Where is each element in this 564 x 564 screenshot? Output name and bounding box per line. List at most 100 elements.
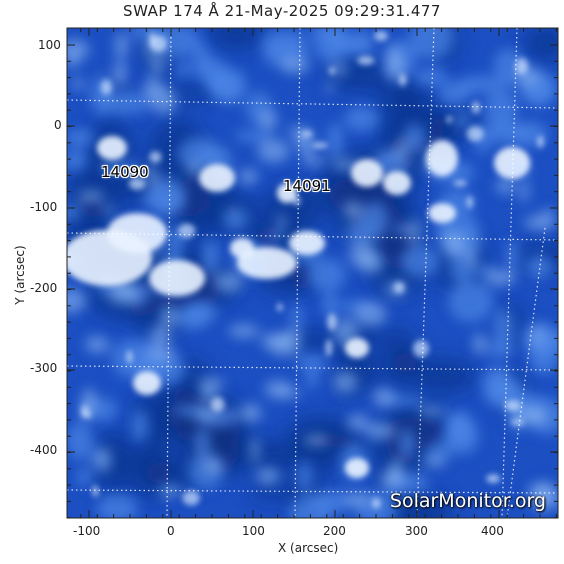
texture-blob — [485, 270, 513, 286]
texture-blob — [445, 116, 453, 123]
x-tick-label: 400 — [481, 524, 504, 538]
texture-blob — [365, 422, 396, 440]
texture-blob — [536, 135, 544, 148]
texture-blob — [472, 333, 487, 355]
texture-blob — [466, 196, 473, 209]
texture-blob — [357, 56, 375, 66]
texture-blob — [443, 418, 479, 455]
y-axis-label: Y (arcsec) — [13, 245, 27, 305]
texture-blob — [422, 457, 443, 467]
texture-blob — [326, 30, 351, 51]
texture-blob — [455, 112, 470, 130]
texture-blob — [279, 58, 310, 74]
texture-blob — [398, 73, 407, 87]
texture-blob — [126, 350, 133, 364]
texture-blob — [484, 89, 518, 130]
texture-blob — [269, 336, 301, 357]
texture-blob — [293, 197, 301, 206]
texture-blob — [374, 30, 388, 42]
texture-blob — [413, 339, 429, 358]
texture-blob — [346, 414, 369, 431]
texture-blob — [259, 109, 278, 131]
texture-blob — [448, 281, 494, 323]
texture-blob — [149, 35, 168, 52]
texture-blob — [234, 130, 273, 142]
texture-blob — [515, 57, 528, 75]
texture-blob — [418, 406, 446, 417]
texture-blob — [76, 467, 92, 487]
texture-blob — [308, 258, 346, 292]
texture-blob — [188, 161, 200, 177]
texture-blob — [228, 324, 259, 338]
texture-blob — [306, 368, 319, 389]
texture-blob — [100, 79, 112, 95]
texture-blob — [532, 322, 542, 348]
texture-blob — [333, 371, 358, 393]
texture-blob — [526, 254, 553, 279]
texture-blob — [149, 260, 205, 296]
texture-blob — [176, 62, 192, 77]
texture-blob — [115, 31, 129, 60]
texture-blob — [252, 259, 261, 272]
texture-blob — [202, 238, 219, 276]
texture-blob — [327, 313, 337, 331]
texture-blob — [178, 223, 196, 238]
texture-blob — [467, 247, 477, 268]
texture-blob — [148, 347, 177, 360]
texture-blob — [308, 451, 342, 474]
texture-blob — [453, 180, 468, 187]
texture-blob — [539, 208, 555, 232]
texture-blob — [380, 470, 404, 487]
texture-blob — [210, 396, 225, 413]
texture-blob — [393, 281, 405, 294]
texture-blob — [372, 387, 395, 407]
texture-blob — [261, 30, 308, 57]
texture-blob — [396, 138, 407, 162]
texture-blob — [471, 101, 481, 114]
texture-blob — [344, 105, 380, 132]
texture-blob — [194, 428, 211, 456]
texture-blob — [133, 371, 161, 395]
texture-blob — [108, 285, 139, 305]
euv-solar-image — [67, 28, 558, 518]
texture-blob — [403, 123, 426, 154]
x-tick-label: 100 — [242, 524, 265, 538]
texture-blob — [360, 201, 389, 240]
solar-image-plot: 14090 14091 SolarMonitor.org — [67, 28, 558, 518]
texture-blob — [345, 458, 369, 478]
texture-blob — [399, 428, 416, 460]
texture-blob — [488, 339, 514, 359]
texture-blob — [327, 122, 344, 159]
texture-blob — [351, 159, 383, 187]
texture-blob — [238, 168, 258, 185]
texture-blob — [143, 76, 163, 100]
texture-blob — [486, 474, 501, 484]
texture-blob — [328, 67, 336, 75]
x-tick-label: 300 — [405, 524, 428, 538]
texture-blob — [89, 74, 114, 116]
texture-blob — [529, 408, 548, 426]
texture-blob — [149, 55, 165, 74]
texture-blob — [214, 272, 243, 293]
texture-blob — [325, 339, 333, 357]
texture-blob — [257, 139, 290, 163]
texture-blob — [303, 156, 326, 167]
texture-blob — [426, 140, 458, 176]
texture-blob — [277, 213, 286, 233]
texture-blob — [149, 225, 162, 241]
y-tick-label: -300 — [30, 361, 58, 375]
x-tick-label: 200 — [323, 524, 346, 538]
texture-blob — [395, 183, 403, 194]
texture-blob — [297, 460, 312, 494]
texture-blob — [301, 130, 313, 138]
texture-blob — [345, 338, 369, 358]
active-region-label-14090: 14090 — [101, 163, 149, 181]
texture-blob — [149, 151, 162, 163]
solarmonitor-watermark: SolarMonitor.org — [389, 490, 546, 512]
x-tick-label: -100 — [73, 524, 101, 538]
texture-blob — [508, 161, 526, 177]
texture-blob — [289, 231, 325, 255]
texture-blob — [222, 206, 248, 230]
texture-blob — [407, 218, 421, 244]
texture-blob — [311, 142, 329, 149]
